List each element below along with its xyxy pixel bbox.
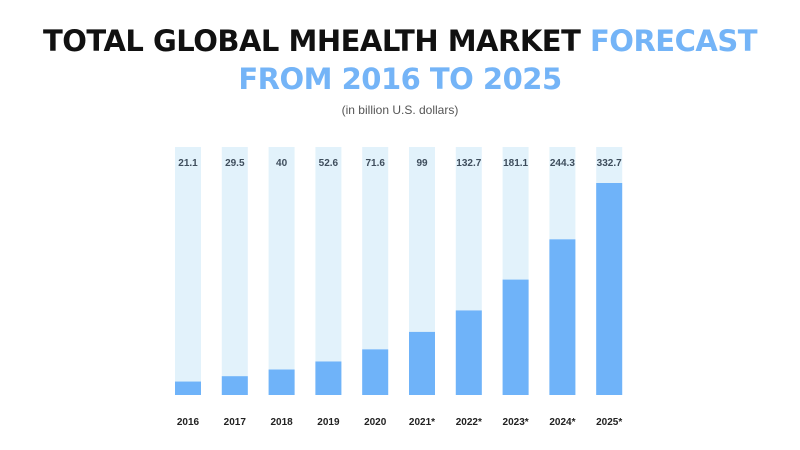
bar [221,376,248,395]
data-label: 71.6 [365,158,385,169]
data-label: 40 [276,158,288,169]
x-tick-label: 2016 [177,417,200,428]
x-tick-label: 2020 [364,417,387,428]
bar-track [175,147,201,395]
bar [409,331,435,395]
data-label: 332.7 [597,158,622,169]
x-tick-label: 2022* [456,417,482,428]
bar [362,349,389,395]
x-tick-label: 2017 [224,417,247,428]
bar [596,183,623,395]
bar [315,361,342,395]
bar [268,369,295,395]
data-label: 244.3 [550,158,575,169]
x-tick-label: 2024* [549,417,575,428]
chart-subtitle: (in billion U.S. dollars) [341,103,459,117]
chart-title-main: TOTAL GLOBAL MHEALTH MARKET [42,24,590,58]
data-label: 181.1 [503,158,528,169]
data-label: 132.7 [456,158,481,169]
x-tick-label: 2019 [317,417,340,428]
chart-title-line2: FROM 2016 TO 2025 [238,62,562,96]
data-label: 99 [416,158,428,169]
bar-track [315,147,342,395]
chart-title-line1: TOTAL GLOBAL MHEALTH MARKET FORECAST [0,23,800,59]
bar [502,279,529,395]
bar [175,381,201,395]
chart-title-highlight: FORECAST [590,24,758,58]
bar [455,310,482,395]
data-label: 21.1 [178,158,198,169]
x-tick-label: 2018 [270,417,293,428]
x-tick-label: 2023* [503,417,529,428]
data-label: 29.5 [225,158,245,169]
x-tick-label: 2025* [596,417,622,428]
x-tick-label: 2021* [409,417,435,428]
bar-track [221,147,248,395]
bar [549,239,576,395]
data-label: 52.6 [319,158,339,169]
bar-track [268,147,295,395]
